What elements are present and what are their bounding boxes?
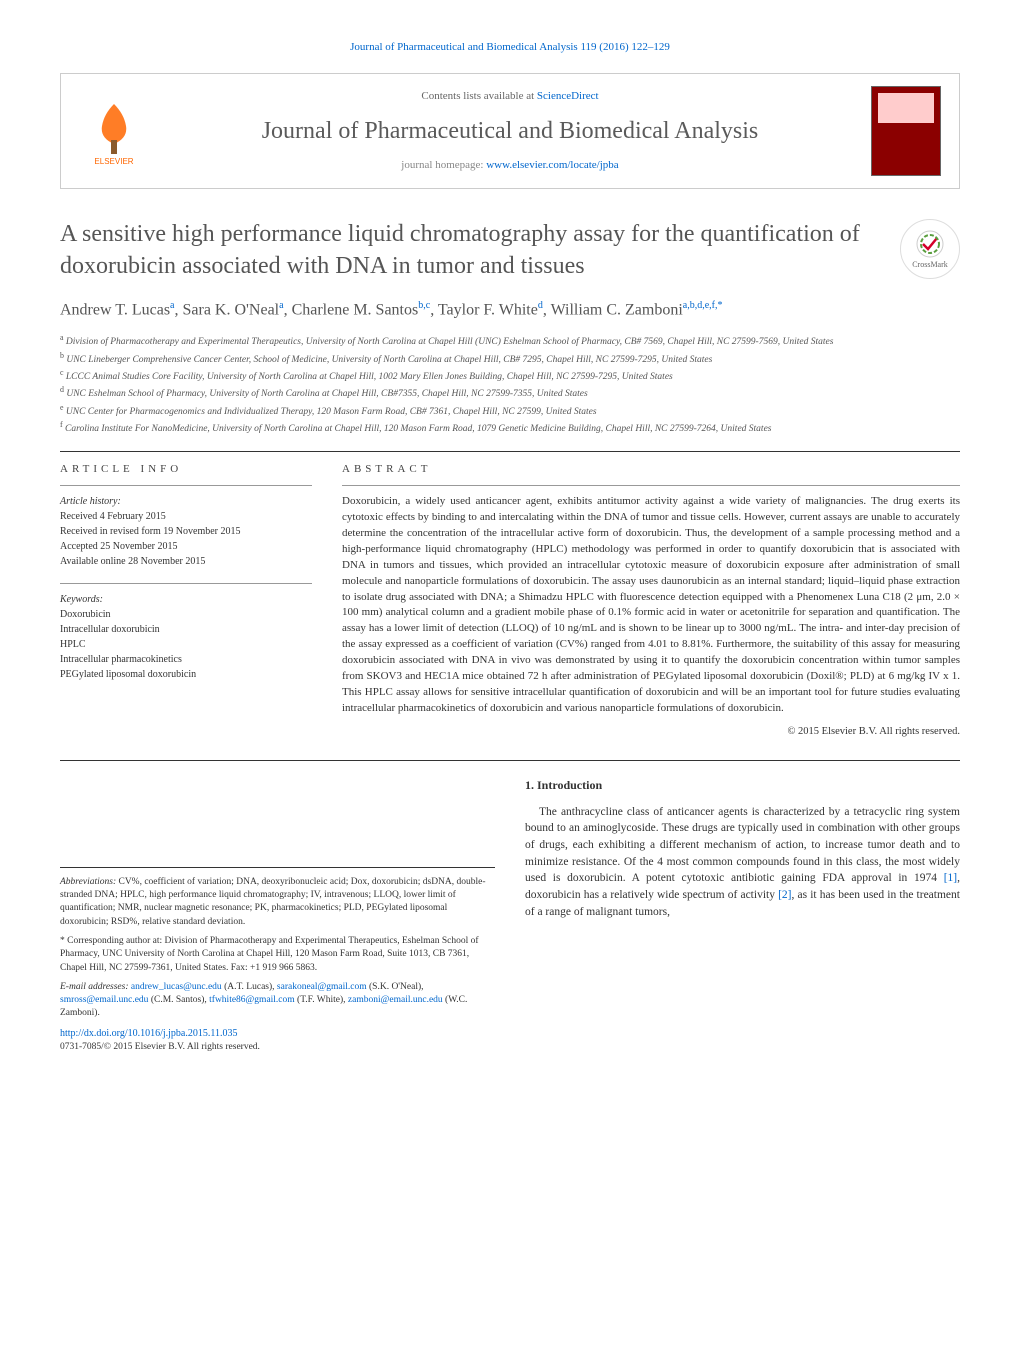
- abbreviations-footnote: Abbreviations: CV%, coefficient of varia…: [60, 876, 495, 929]
- history-line-2: Accepted 25 November 2015: [60, 539, 312, 554]
- affiliation-c: c LCCC Animal Studies Core Facility, Uni…: [60, 367, 960, 384]
- affiliation-b: b UNC Lineberger Comprehensive Cancer Ce…: [60, 350, 960, 367]
- journal-banner: ELSEVIER Contents lists available at Sci…: [60, 73, 960, 189]
- ref-2[interactable]: [2]: [778, 889, 791, 901]
- ref-1[interactable]: [1]: [944, 872, 957, 884]
- email-link[interactable]: sarakoneal@gmail.com: [277, 982, 367, 992]
- email-label: E-mail addresses:: [60, 982, 129, 992]
- banner-center: Contents lists available at ScienceDirec…: [149, 89, 871, 173]
- affiliation-a-text: Division of Pharmacotherapy and Experime…: [66, 337, 834, 347]
- affiliation-d-text: UNC Eshelman School of Pharmacy, Univers…: [66, 389, 587, 399]
- article-history-block: Article history: Received 4 February 201…: [60, 494, 312, 569]
- crossmark-label: CrossMark: [912, 259, 948, 270]
- introduction-paragraph: The anthracycline class of anticancer ag…: [525, 804, 960, 921]
- divider-top: [60, 451, 960, 452]
- homepage-link[interactable]: www.elsevier.com/locate/jpba: [486, 159, 618, 171]
- elsevier-label: ELSEVIER: [94, 157, 133, 166]
- affiliation-b-text: UNC Lineberger Comprehensive Cancer Cent…: [66, 355, 712, 365]
- abbrev-text: CV%, coefficient of variation; DNA, deox…: [60, 877, 486, 927]
- abstract-text: Doxorubicin, a widely used anticancer ag…: [342, 494, 960, 717]
- info-rule-1: [60, 485, 312, 486]
- email-link[interactable]: tfwhite86@gmail.com: [209, 995, 295, 1005]
- emails-footnote: E-mail addresses: andrew_lucas@unc.edu (…: [60, 981, 495, 1021]
- crossmark-badge[interactable]: CrossMark: [900, 219, 960, 279]
- email-who: (S.K. O'Neal),: [367, 982, 424, 992]
- right-column: 1. Introduction The anthracycline class …: [525, 777, 960, 1054]
- corresp-label: * Corresponding author at:: [60, 936, 162, 946]
- article-title: A sensitive high performance liquid chro…: [60, 219, 880, 281]
- keyword-0: Doxorubicin: [60, 607, 312, 622]
- footnotes-block: Abbreviations: CV%, coefficient of varia…: [60, 867, 495, 1054]
- email-who: (C.M. Santos),: [148, 995, 209, 1005]
- elsevier-logo: ELSEVIER: [79, 91, 149, 171]
- affiliation-a: a Division of Pharmacotherapy and Experi…: [60, 332, 960, 349]
- journal-cover-thumbnail: [871, 86, 941, 176]
- article-info-head: ARTICLE INFO: [60, 462, 312, 477]
- info-abstract-row: ARTICLE INFO Article history: Received 4…: [60, 462, 960, 740]
- introduction-heading: 1. Introduction: [525, 777, 960, 794]
- left-col-spacer: [60, 777, 495, 867]
- keyword-4: PEGylated liposomal doxorubicin: [60, 667, 312, 682]
- abstract-column: ABSTRACT Doxorubicin, a widely used anti…: [342, 462, 960, 740]
- journal-name: Journal of Pharmaceutical and Biomedical…: [149, 115, 871, 149]
- keywords-label: Keywords:: [60, 592, 312, 607]
- contents-line: Contents lists available at ScienceDirec…: [149, 89, 871, 104]
- homepage-prefix: journal homepage:: [401, 159, 486, 171]
- keywords-block: Keywords: Doxorubicin Intracellular doxo…: [60, 592, 312, 682]
- history-line-1: Received in revised form 19 November 201…: [60, 524, 312, 539]
- corresponding-author-footnote: * Corresponding author at: Division of P…: [60, 935, 495, 975]
- abbrev-label: Abbreviations:: [60, 877, 116, 887]
- doi-link-line: http://dx.doi.org/10.1016/j.jpba.2015.11…: [60, 1027, 495, 1041]
- running-header: Journal of Pharmaceutical and Biomedical…: [60, 40, 960, 55]
- email-link[interactable]: zamboni@email.unc.edu: [348, 995, 443, 1005]
- doi-link[interactable]: http://dx.doi.org/10.1016/j.jpba.2015.11…: [60, 1028, 238, 1039]
- abstract-head: ABSTRACT: [342, 462, 960, 477]
- email-link[interactable]: smross@email.unc.edu: [60, 995, 148, 1005]
- history-label: Article history:: [60, 494, 312, 509]
- crossmark-icon: [915, 229, 945, 259]
- citation-text: Journal of Pharmaceutical and Biomedical…: [350, 41, 670, 53]
- keyword-3: Intracellular pharmacokinetics: [60, 652, 312, 667]
- elsevier-tree-icon: ELSEVIER: [84, 96, 144, 166]
- email-link[interactable]: andrew_lucas@unc.edu: [131, 982, 222, 992]
- email-who: (A.T. Lucas),: [222, 982, 277, 992]
- info-rule-2: [60, 583, 312, 584]
- affiliation-f: f Carolina Institute For NanoMedicine, U…: [60, 419, 960, 436]
- authors-block: Andrew T. Lucasa, Sara K. O'Neala, Charl…: [60, 298, 960, 322]
- history-line-3: Available online 28 November 2015: [60, 554, 312, 569]
- homepage-line: journal homepage: www.elsevier.com/locat…: [149, 158, 871, 173]
- sciencedirect-link[interactable]: ScienceDirect: [537, 90, 599, 102]
- article-info-column: ARTICLE INFO Article history: Received 4…: [60, 462, 312, 740]
- affiliation-e: e UNC Center for Pharmacogenomics and In…: [60, 402, 960, 419]
- affiliation-d: d UNC Eshelman School of Pharmacy, Unive…: [60, 384, 960, 401]
- contents-prefix: Contents lists available at: [421, 90, 536, 102]
- body-two-column: Abbreviations: CV%, coefficient of varia…: [60, 777, 960, 1054]
- left-column: Abbreviations: CV%, coefficient of varia…: [60, 777, 495, 1054]
- affiliation-f-text: Carolina Institute For NanoMedicine, Uni…: [65, 424, 771, 434]
- page-container: Journal of Pharmaceutical and Biomedical…: [0, 0, 1020, 1094]
- affiliations-block: a Division of Pharmacotherapy and Experi…: [60, 332, 960, 436]
- abstract-copyright: © 2015 Elsevier B.V. All rights reserved…: [342, 725, 960, 740]
- title-row: A sensitive high performance liquid chro…: [60, 219, 960, 281]
- affiliation-e-text: UNC Center for Pharmacogenomics and Indi…: [66, 407, 597, 417]
- abstract-rule: [342, 485, 960, 486]
- divider-bottom: [60, 760, 960, 761]
- cover-thumb-inner: [878, 93, 934, 123]
- keyword-2: HPLC: [60, 637, 312, 652]
- intro-part1: The anthracycline class of anticancer ag…: [525, 806, 960, 885]
- issn-copyright: 0731-7085/© 2015 Elsevier B.V. All right…: [60, 1041, 495, 1054]
- keyword-1: Intracellular doxorubicin: [60, 622, 312, 637]
- history-line-0: Received 4 February 2015: [60, 509, 312, 524]
- email-who: (T.F. White),: [295, 995, 348, 1005]
- affiliation-c-text: LCCC Animal Studies Core Facility, Unive…: [66, 372, 673, 382]
